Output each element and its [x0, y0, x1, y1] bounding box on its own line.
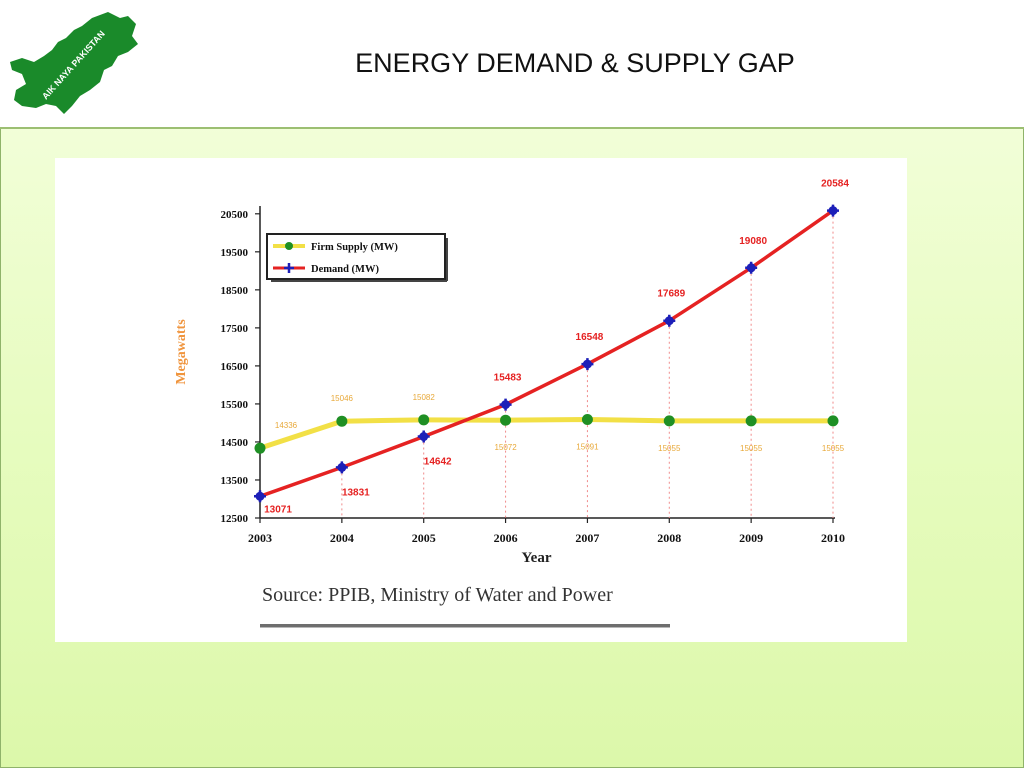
chart-legend: Firm Supply (MW) Demand (MW): [266, 233, 448, 282]
y-axis-title: Megawatts: [174, 319, 189, 385]
supply-data-label: 15082: [413, 393, 436, 402]
supply-point: [254, 442, 266, 454]
x-tick-label: 2004: [330, 531, 354, 545]
source-caption: Source: PPIB, Ministry of Water and Powe…: [262, 584, 613, 606]
demand-point: [254, 490, 266, 503]
demand-point: [663, 314, 676, 327]
y-tick-label: 18500: [221, 285, 249, 297]
y-tick-label: 14500: [221, 437, 249, 449]
y-tick-label: 20500: [221, 209, 249, 221]
x-tick-label: 2006: [494, 531, 518, 545]
slide-header: AIK NAYA PAKISTAN ENERGY DEMAND & SUPPLY…: [0, 0, 1024, 129]
y-tick-label: 16500: [221, 361, 249, 373]
supply-point: [336, 415, 348, 427]
y-tick-label: 15500: [221, 399, 249, 411]
energy-line-chart: 12500 13500 14500 15500 16500 17500 18500 19500…: [174, 179, 849, 566]
supply-data-label: 15055: [658, 444, 681, 453]
legend-demand-label: Demand (MW): [311, 264, 379, 275]
supply-data-label: 15046: [331, 394, 354, 403]
demand-data-label: 17689: [657, 289, 685, 300]
slide-title: ENERGY DEMAND & SUPPLY GAP: [355, 48, 795, 78]
legend-supply-marker: [285, 242, 293, 250]
demand-point: [499, 398, 512, 411]
pakistan-map-shape: [10, 12, 138, 114]
demand-point-cross: [745, 261, 758, 274]
supply-data-label: 15055: [740, 444, 763, 453]
supply-point: [581, 413, 593, 425]
demand-series-line: [259, 209, 835, 498]
y-tick-label: 19500: [221, 247, 249, 259]
demand-data-label: 15483: [494, 373, 522, 384]
demand-data-label: 19080: [739, 236, 767, 247]
supply-data-label: 14336: [275, 421, 298, 430]
demand-data-label: 20584: [821, 179, 849, 190]
y-tick-label: 17500: [221, 323, 249, 335]
supply-series-line: [259, 416, 833, 451]
legend-supply-label: Firm Supply (MW): [311, 242, 398, 253]
demand-point-cross: [827, 204, 839, 217]
supply-point: [500, 414, 512, 426]
source-underline: [260, 624, 670, 628]
supply-data-label: 15091: [576, 442, 599, 451]
x-tick-label: 2010: [821, 531, 845, 545]
legend-box: [266, 233, 446, 280]
demand-point-cross: [581, 358, 594, 371]
supply-point: [418, 414, 430, 426]
demand-point: [745, 261, 758, 274]
demand-point-cross: [663, 314, 676, 327]
demand-point: [827, 204, 839, 217]
demand-data-label: 13071: [264, 504, 292, 515]
demand-point: [581, 358, 594, 371]
pakistan-map-logo: AIK NAYA PAKISTAN: [10, 12, 138, 114]
legend-demand-marker: [284, 263, 294, 273]
supply-point: [827, 415, 839, 427]
demand-point-cross: [335, 461, 348, 474]
demand-data-label: 13831: [342, 487, 370, 498]
x-tick-label: 2007: [575, 531, 599, 545]
x-tick-label: 2005: [412, 531, 436, 545]
x-axis-title: Year: [522, 550, 552, 566]
chart-panel: 12500 13500 14500 15500 16500 17500 18500 19500…: [55, 158, 907, 642]
y-tick-label: 12500: [221, 513, 249, 525]
demand-point: [335, 461, 348, 474]
y-tick-label: 13500: [221, 475, 249, 487]
supply-data-label: 15072: [494, 443, 517, 452]
supply-point: [663, 415, 675, 427]
demand-point-cross: [499, 398, 512, 411]
x-tick-label: 2009: [739, 531, 763, 545]
x-tick-label: 2008: [657, 531, 681, 545]
demand-point-cross: [417, 430, 430, 443]
demand-data-label: 14642: [424, 457, 452, 468]
supply-data-label: 15055: [822, 444, 845, 453]
demand-point: [417, 430, 430, 443]
x-tick-label: 2003: [248, 531, 272, 545]
supply-point: [745, 415, 757, 427]
demand-data-label: 16548: [576, 332, 604, 343]
demand-point-cross: [254, 490, 266, 503]
